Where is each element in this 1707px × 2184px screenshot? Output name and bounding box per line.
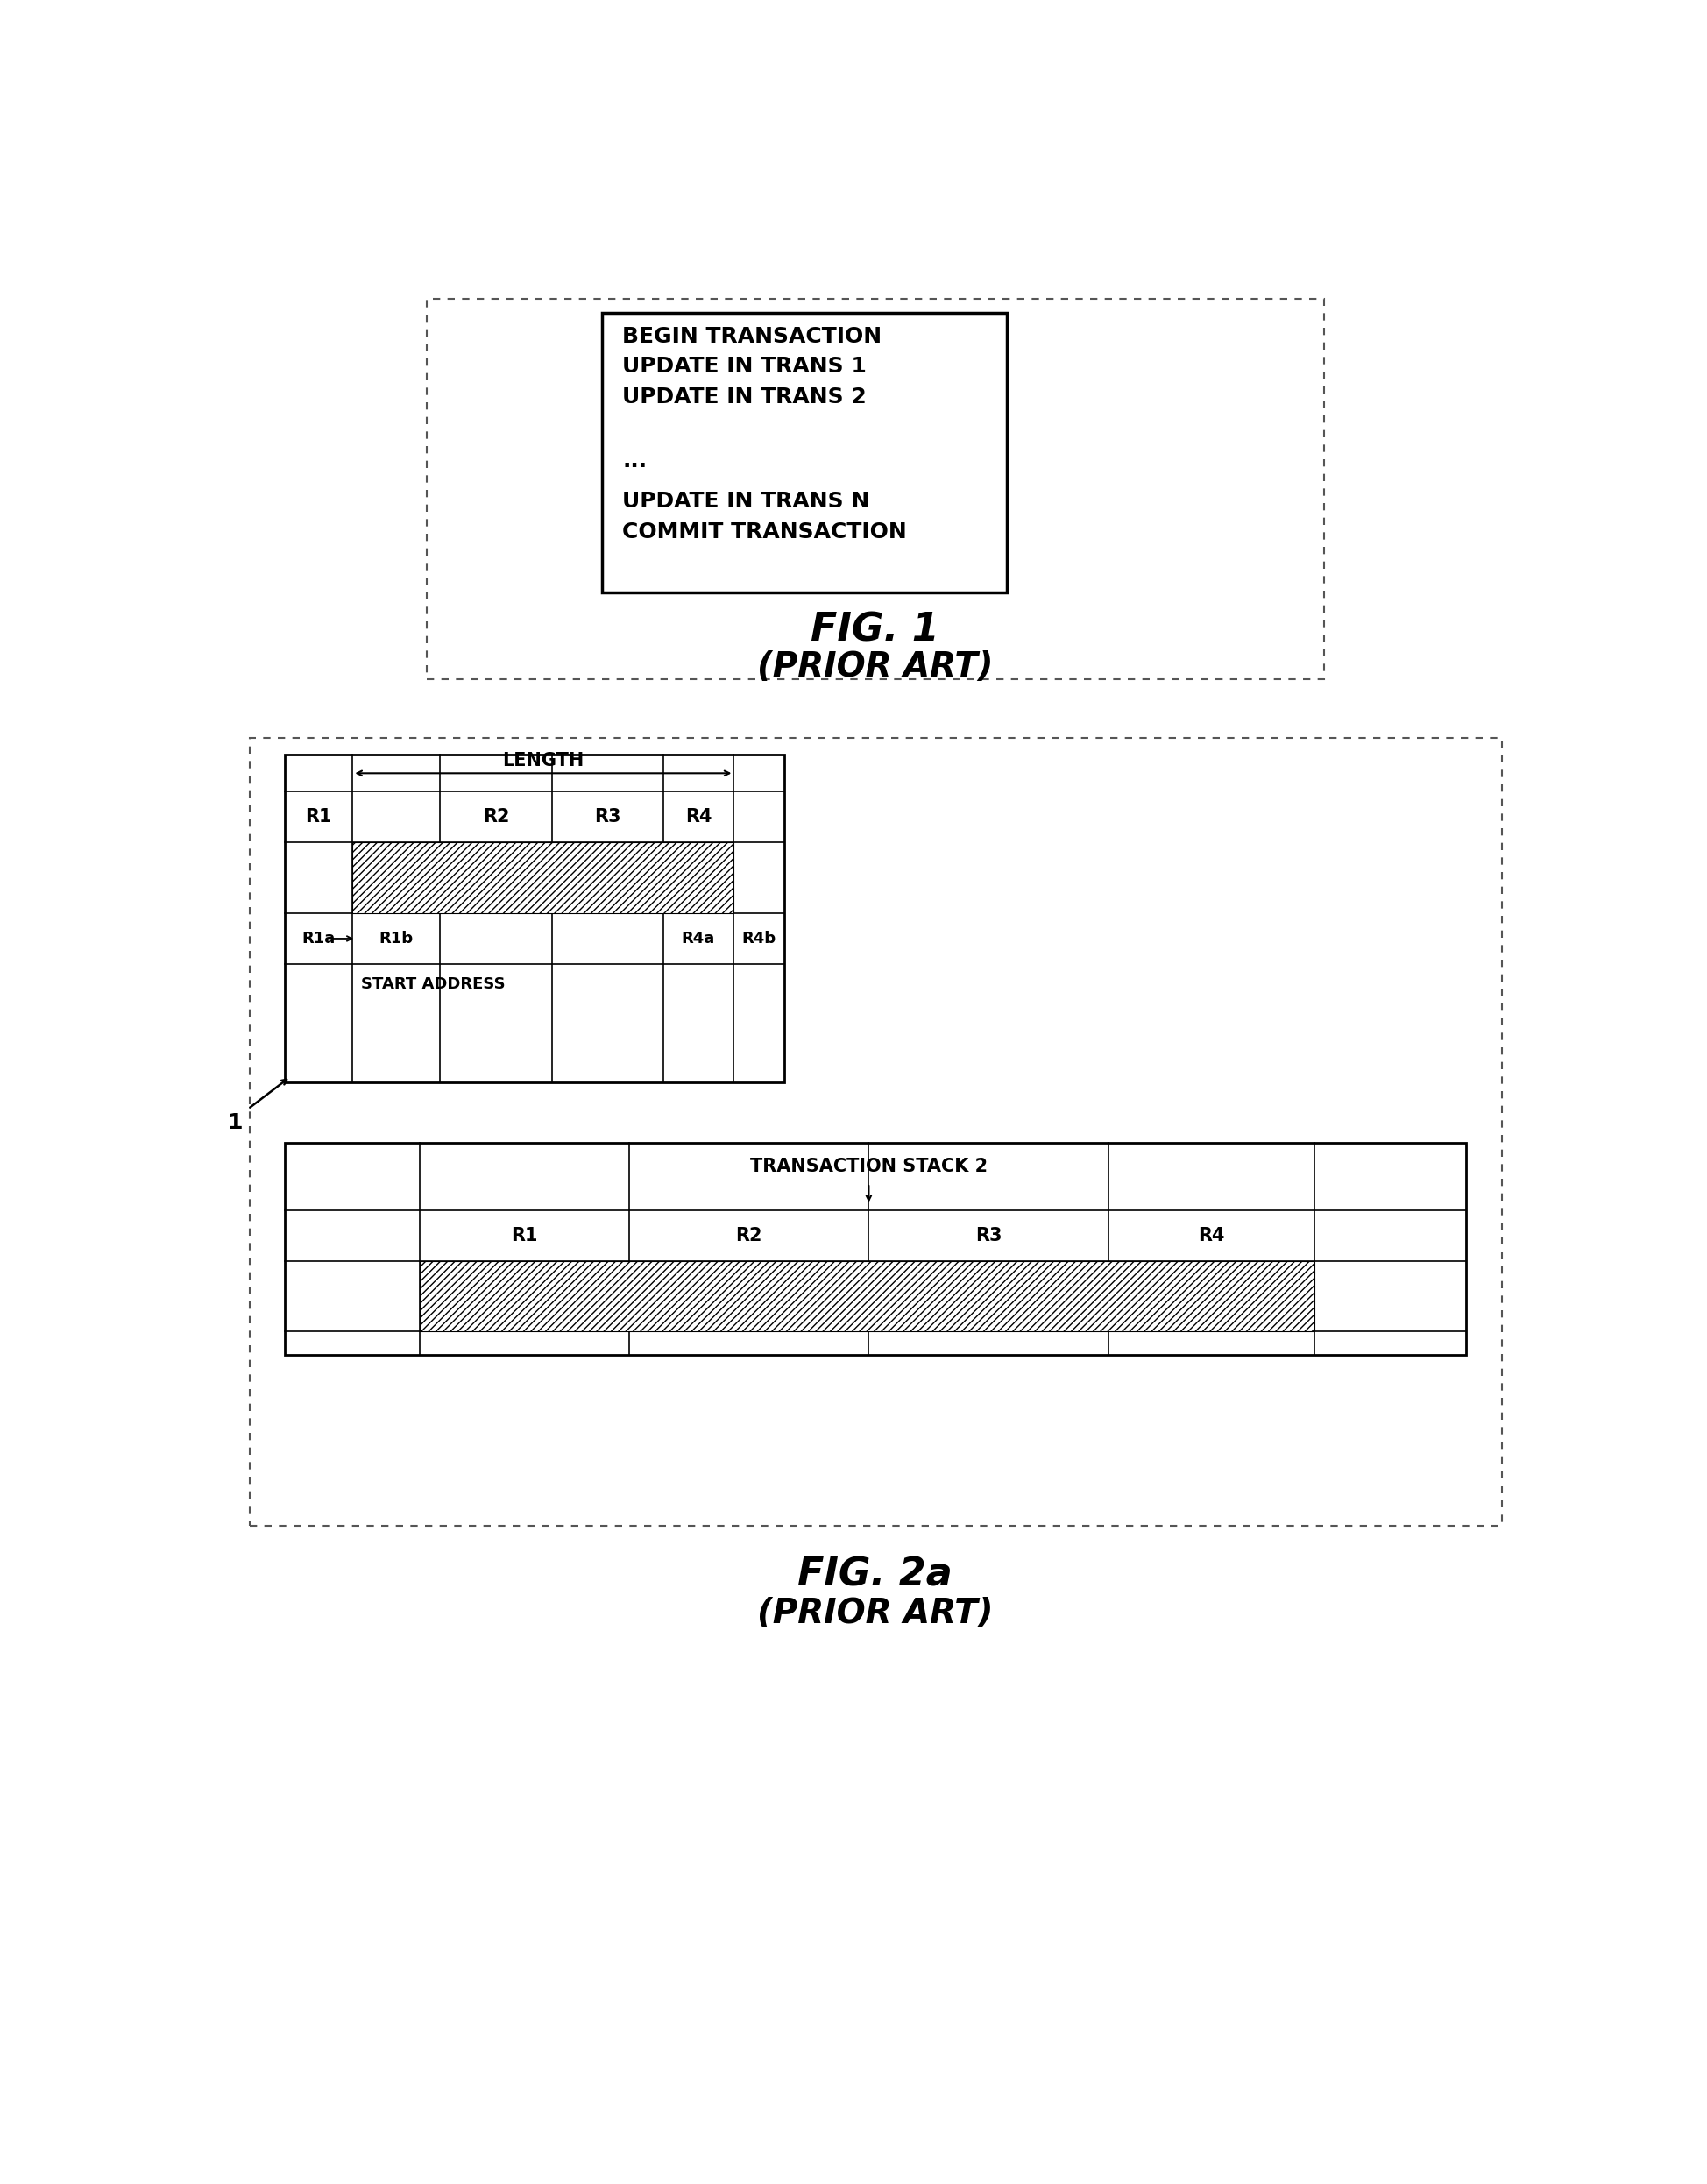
- Text: R2: R2: [483, 808, 509, 826]
- Text: ...: ...: [623, 450, 647, 472]
- Bar: [420, 1260, 1314, 1332]
- Text: (PRIOR ART): (PRIOR ART): [756, 1597, 993, 1631]
- Text: FIG. 2a: FIG. 2a: [797, 1555, 953, 1594]
- Bar: [353, 843, 734, 913]
- Text: R4: R4: [1198, 1227, 1224, 1245]
- Text: COMMIT TRANSACTION: COMMIT TRANSACTION: [623, 522, 906, 542]
- Text: R2: R2: [736, 1227, 763, 1245]
- Text: R4a: R4a: [681, 930, 715, 946]
- Text: LENGTH: LENGTH: [502, 751, 584, 771]
- Text: (PRIOR ART): (PRIOR ART): [756, 651, 993, 684]
- Bar: [285, 756, 785, 1081]
- Bar: [427, 299, 1325, 679]
- Text: R1: R1: [306, 808, 333, 826]
- Text: UPDATE IN TRANS N: UPDATE IN TRANS N: [623, 491, 871, 513]
- Bar: [249, 738, 1502, 1527]
- Text: R4b: R4b: [743, 930, 777, 946]
- Text: R3: R3: [594, 808, 621, 826]
- Text: START ADDRESS: START ADDRESS: [360, 976, 505, 992]
- Text: R1: R1: [512, 1227, 538, 1245]
- Text: UPDATE IN TRANS 2: UPDATE IN TRANS 2: [623, 387, 867, 408]
- Text: R3: R3: [975, 1227, 1002, 1245]
- Text: BEGIN TRANSACTION: BEGIN TRANSACTION: [623, 325, 883, 347]
- Text: 1: 1: [227, 1112, 242, 1133]
- Text: R1a: R1a: [302, 930, 336, 946]
- Text: UPDATE IN TRANS 1: UPDATE IN TRANS 1: [623, 356, 867, 378]
- Bar: [285, 1142, 1466, 1356]
- Text: FIG. 1: FIG. 1: [811, 612, 939, 649]
- Text: R4: R4: [685, 808, 712, 826]
- Text: R1b: R1b: [379, 930, 413, 946]
- Text: TRANSACTION STACK 2: TRANSACTION STACK 2: [749, 1158, 988, 1175]
- Bar: [603, 312, 1007, 592]
